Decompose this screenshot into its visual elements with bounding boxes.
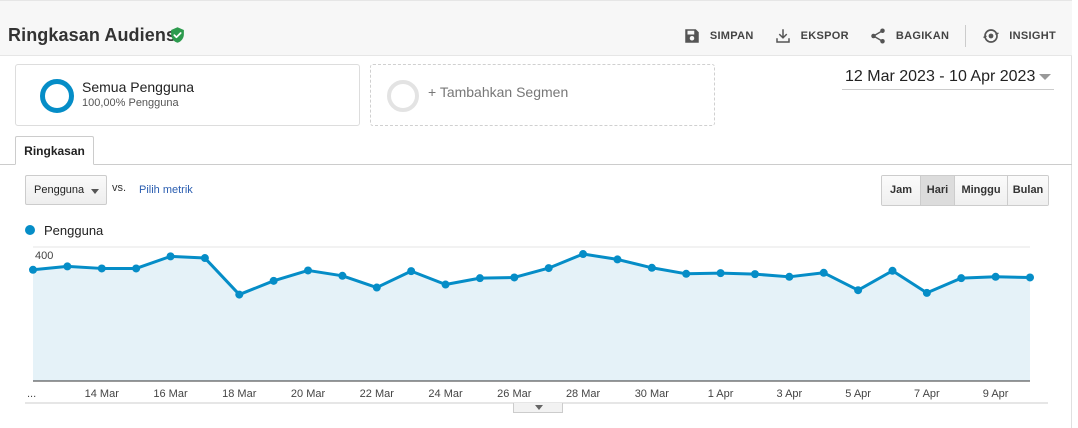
data-point-5-apr: [854, 286, 863, 295]
save-icon: [685, 29, 699, 43]
x-tick-label: 22 Mar: [360, 388, 395, 400]
chevron-down-icon: [91, 189, 99, 194]
segment-all-users[interactable]: Semua Pengguna 100,00% Pengguna: [15, 64, 360, 126]
data-point-12-mar: [29, 265, 37, 274]
pick-metric-link[interactable]: Pilih metrik: [139, 184, 193, 196]
x-tick-label: 20 Mar: [291, 388, 326, 400]
data-point-21-mar: [338, 271, 347, 280]
report-actions: SIMPAN EKSPOR BAGIKAN: [663, 25, 1056, 47]
data-point-22-mar: [372, 283, 381, 292]
data-point-14-mar: [97, 264, 106, 273]
data-point-19-mar: [269, 276, 278, 285]
data-point-16-mar: [166, 252, 175, 261]
vs-label: vs.: [112, 182, 127, 194]
x-tick-label: 9 Apr: [983, 388, 1009, 400]
granularity-day-button[interactable]: Hari: [920, 176, 954, 205]
caret-down-icon: [535, 405, 543, 410]
x-tick-label: 24 Mar: [428, 388, 463, 400]
report-header: Ringkasan Audiens SIMPAN EKSPOR: [0, 0, 1072, 56]
segment-ring-icon: [40, 79, 74, 113]
insight-button[interactable]: INSIGHT: [982, 27, 1056, 45]
data-point-1-apr: [716, 269, 725, 278]
add-segment-label: + Tambahkan Segmen: [428, 84, 569, 100]
x-tick-label: 14 Mar: [85, 388, 120, 400]
users-line: [32, 252, 1031, 297]
x-tick-label: 28 Mar: [566, 388, 601, 400]
data-point-23-mar: [407, 267, 416, 276]
users-area: [33, 254, 1030, 381]
data-point-4-apr: [819, 268, 828, 277]
metric-dropdown-value: Pengguna: [34, 184, 85, 196]
date-range-picker[interactable]: 12 Mar 2023 - 10 Apr 2023: [842, 64, 1054, 90]
x-tick-label: ...: [27, 388, 36, 400]
data-point-6-apr: [888, 266, 897, 275]
chart-expand-button[interactable]: [513, 403, 563, 413]
data-point-28-mar: [579, 250, 588, 259]
x-tick-label: 5 Apr: [845, 388, 871, 400]
x-tick-label: 30 Mar: [635, 388, 670, 400]
data-point-3-apr: [785, 272, 794, 281]
legend-label: Pengguna: [44, 223, 104, 238]
x-tick-label: 3 Apr: [777, 388, 803, 400]
x-tick-label: 18 Mar: [222, 388, 257, 400]
legend-swatch: [25, 225, 35, 235]
add-segment-button[interactable]: + Tambahkan Segmen: [370, 64, 715, 126]
save-label: SIMPAN: [709, 30, 754, 42]
data-point-18-mar: [235, 290, 244, 299]
x-tick-label: 16 Mar: [153, 388, 188, 400]
time-granularity-toggle: Jam Hari Minggu Bulan: [881, 175, 1049, 206]
x-tick-label: 26 Mar: [497, 388, 532, 400]
export-icon: [775, 29, 790, 43]
data-point-31-mar: [682, 269, 691, 278]
verified-shield-icon: [171, 27, 184, 43]
x-tick-label: 7 Apr: [914, 388, 940, 400]
data-point-29-mar: [613, 255, 622, 264]
data-point-8-apr: [957, 274, 966, 283]
export-label: EKSPOR: [800, 30, 849, 42]
share-icon: [871, 28, 885, 44]
save-button[interactable]: SIMPAN: [683, 27, 754, 45]
data-point-13-mar: [63, 262, 72, 271]
data-point-9-apr: [991, 272, 1000, 281]
export-button[interactable]: EKSPOR: [774, 27, 849, 45]
date-range-label: 12 Mar 2023 - 10 Apr 2023: [845, 68, 1036, 85]
insight-label: INSIGHT: [1009, 30, 1056, 42]
data-point-17-mar: [200, 254, 209, 263]
data-point-2-apr: [750, 270, 759, 279]
actions-divider: [965, 25, 967, 47]
data-point-10-apr: [1026, 273, 1034, 282]
empty-segment-ring-icon: [387, 80, 419, 112]
tab-divider: [0, 164, 1072, 165]
share-button[interactable]: BAGIKAN: [869, 27, 949, 45]
x-tick-label: 1 Apr: [708, 388, 734, 400]
segment-name: Semua Pengguna: [82, 79, 195, 95]
segment-percentage: 100,00% Pengguna: [82, 97, 179, 109]
y-tick-label: 400: [35, 250, 53, 262]
data-point-26-mar: [510, 273, 519, 282]
share-label: BAGIKAN: [895, 30, 950, 42]
data-point-20-mar: [304, 266, 313, 275]
data-point-7-apr: [922, 288, 931, 297]
chevron-down-icon: [1039, 74, 1051, 80]
data-point-25-mar: [475, 274, 484, 283]
data-point-15-mar: [132, 264, 141, 273]
data-point-27-mar: [544, 264, 553, 273]
tab-ringkasan[interactable]: Ringkasan: [15, 136, 94, 165]
granularity-month-button[interactable]: Bulan: [1007, 176, 1048, 205]
insight-icon: [983, 29, 1000, 43]
page-title: Ringkasan Audiens: [8, 25, 177, 45]
metric-dropdown[interactable]: Pengguna: [25, 175, 107, 205]
granularity-week-button[interactable]: Minggu: [954, 176, 1007, 205]
data-point-30-mar: [647, 263, 656, 272]
granularity-hour-button[interactable]: Jam: [882, 176, 920, 205]
data-point-24-mar: [441, 280, 450, 289]
